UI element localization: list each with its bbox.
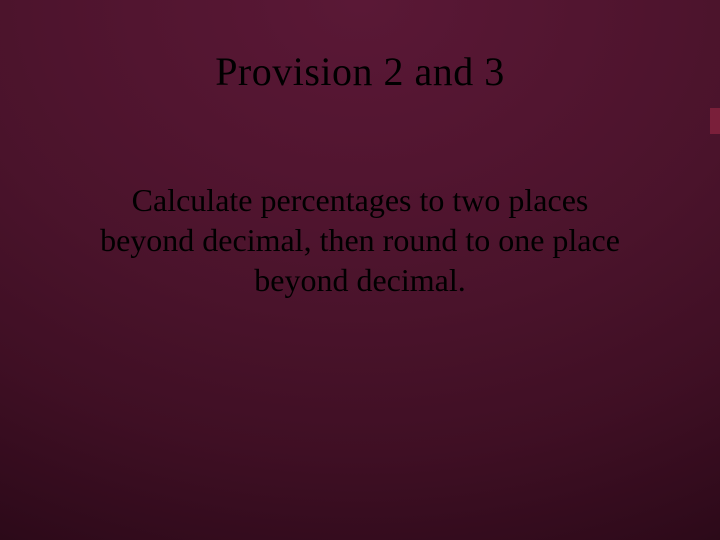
slide-title: Provision 2 and 3 <box>0 48 720 95</box>
slide: Provision 2 and 3 Calculate percentages … <box>0 0 720 540</box>
slide-body-text: Calculate percentages to two places beyo… <box>100 180 620 300</box>
accent-bar <box>710 108 720 134</box>
